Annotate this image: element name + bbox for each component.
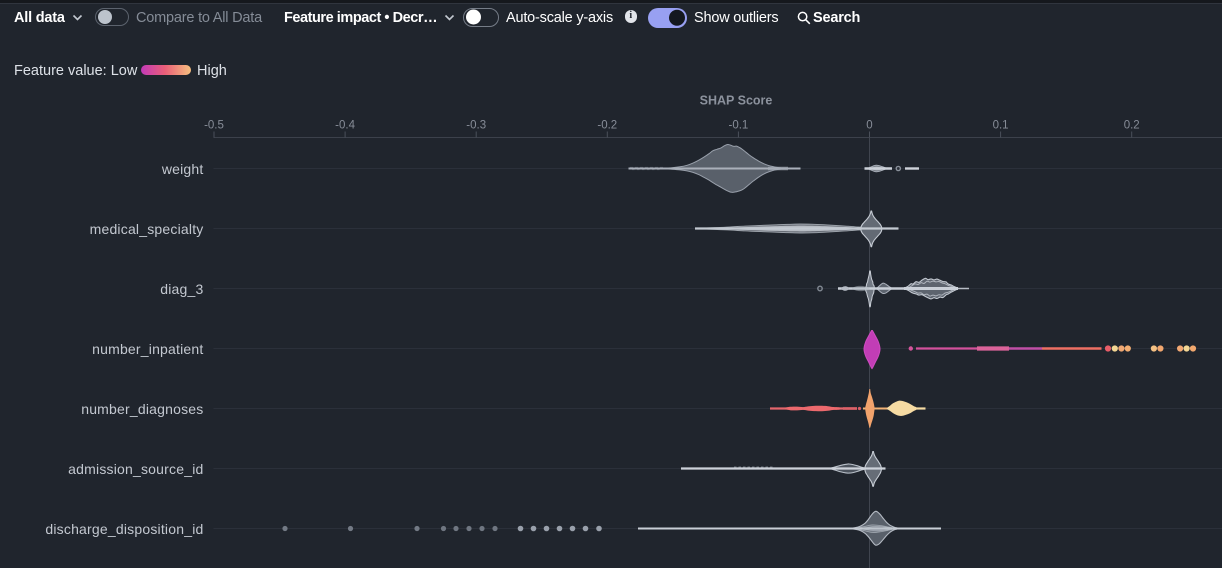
svg-text:0.1: 0.1 <box>993 120 1009 132</box>
svg-text:-0.4: -0.4 <box>335 120 355 132</box>
svg-text:-0.5: -0.5 <box>204 120 224 132</box>
svg-text:-0.1: -0.1 <box>728 120 748 132</box>
svg-text:0.2: 0.2 <box>1124 120 1140 132</box>
svg-text:SHAP Score: SHAP Score <box>700 94 773 108</box>
svg-text:-0.3: -0.3 <box>466 120 486 132</box>
svg-text:0: 0 <box>866 120 872 132</box>
svg-text:-0.2: -0.2 <box>597 120 617 132</box>
